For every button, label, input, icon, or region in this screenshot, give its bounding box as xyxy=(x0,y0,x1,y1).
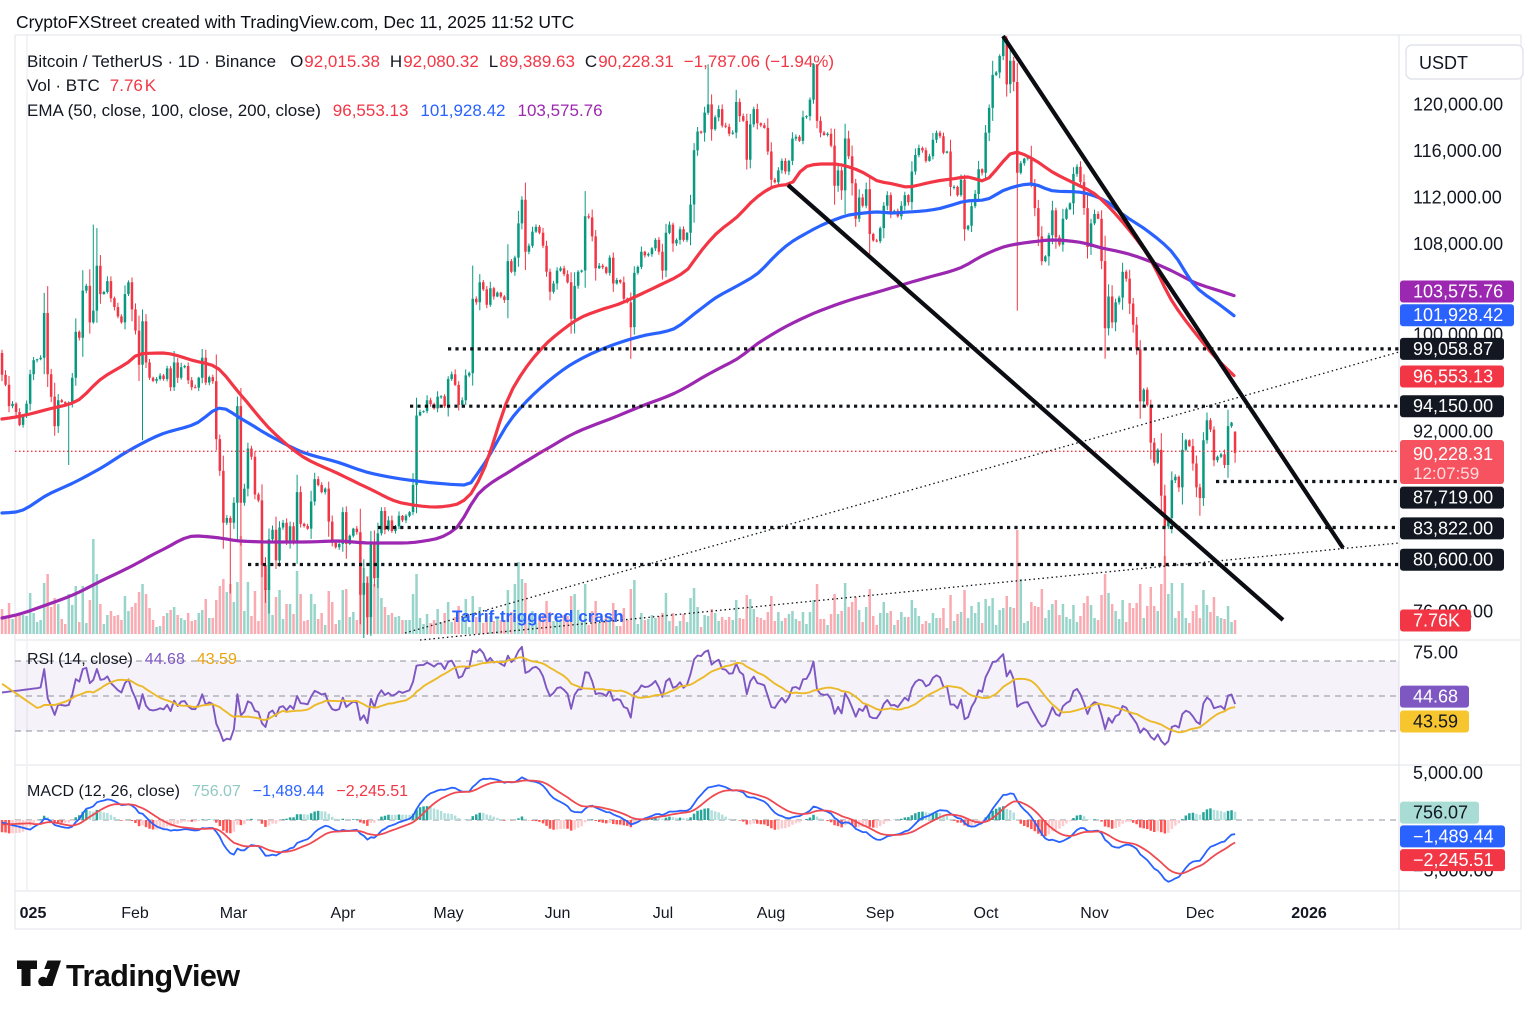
svg-text:Bitcoin / TetherUS · 1D · Bina: Bitcoin / TetherUS · 1D · Binance xyxy=(27,52,276,71)
svg-text:Jun: Jun xyxy=(545,905,571,922)
svg-text:99,058.87: 99,058.87 xyxy=(1413,339,1493,359)
svg-text:92,000.00: 92,000.00 xyxy=(1413,422,1493,442)
svg-text:756.07: 756.07 xyxy=(192,783,241,800)
svg-text:7.76K: 7.76K xyxy=(1413,611,1460,631)
svg-text:103,575.76: 103,575.76 xyxy=(518,101,603,120)
svg-text:92,015.38: 92,015.38 xyxy=(304,52,380,71)
svg-text:756.07: 756.07 xyxy=(1413,803,1468,823)
svg-text:−2,245.51: −2,245.51 xyxy=(336,783,408,800)
svg-text:O: O xyxy=(290,52,303,71)
svg-text:Vol · BTC: Vol · BTC xyxy=(27,76,100,95)
svg-text:43.59: 43.59 xyxy=(197,651,237,668)
svg-text:83,822.00: 83,822.00 xyxy=(1413,518,1493,538)
svg-text:90,228.31: 90,228.31 xyxy=(1413,444,1493,464)
svg-text:Nov: Nov xyxy=(1080,905,1108,922)
svg-text:89,389.63: 89,389.63 xyxy=(499,52,575,71)
svg-text:116,000.00: 116,000.00 xyxy=(1413,141,1502,161)
svg-text:USDT: USDT xyxy=(1419,53,1468,73)
svg-text:−2,245.51: −2,245.51 xyxy=(1413,850,1494,870)
svg-text:101,928.42: 101,928.42 xyxy=(1413,305,1503,325)
svg-text:44.68: 44.68 xyxy=(145,651,185,668)
svg-text:Feb: Feb xyxy=(121,905,149,922)
svg-text:K: K xyxy=(145,76,157,95)
svg-text:90,228.31: 90,228.31 xyxy=(598,52,674,71)
svg-text:Mar: Mar xyxy=(220,905,248,922)
svg-text:Apr: Apr xyxy=(331,905,357,922)
svg-text:2026: 2026 xyxy=(1291,905,1327,922)
svg-text:5,000.00: 5,000.00 xyxy=(1413,763,1483,783)
svg-text:80,600.00: 80,600.00 xyxy=(1413,550,1493,570)
svg-text:CryptoFXStreet created with Tr: CryptoFXStreet created with TradingView.… xyxy=(16,12,574,32)
svg-text:96,553.13: 96,553.13 xyxy=(1413,367,1493,387)
svg-text:101,928.42: 101,928.42 xyxy=(420,101,505,120)
svg-text:Sep: Sep xyxy=(866,905,895,922)
svg-text:43.59: 43.59 xyxy=(1413,712,1458,732)
svg-text:44.68: 44.68 xyxy=(1413,687,1458,707)
svg-text:92,080.32: 92,080.32 xyxy=(403,52,479,71)
svg-text:025: 025 xyxy=(20,905,47,922)
svg-text:96,553.13: 96,553.13 xyxy=(333,101,409,120)
svg-text:EMA (50, close, 100, close, 20: EMA (50, close, 100, close, 200, close) xyxy=(27,101,321,120)
svg-text:C: C xyxy=(585,52,597,71)
svg-text:MACD (12, 26, close): MACD (12, 26, close) xyxy=(27,783,180,800)
svg-text:Oct: Oct xyxy=(974,905,999,922)
svg-text:87,719.00: 87,719.00 xyxy=(1413,488,1493,508)
svg-text:Dec: Dec xyxy=(1186,905,1214,922)
svg-text:RSI (14, close): RSI (14, close) xyxy=(27,651,133,668)
svg-text:12:07:59: 12:07:59 xyxy=(1413,464,1479,483)
svg-text:H: H xyxy=(390,52,402,71)
svg-text:112,000.00: 112,000.00 xyxy=(1413,188,1502,208)
svg-text:−1,489.44: −1,489.44 xyxy=(1413,826,1494,846)
svg-text:103,575.76: 103,575.76 xyxy=(1413,282,1503,302)
svg-text:Jul: Jul xyxy=(653,905,673,922)
svg-text:Aug: Aug xyxy=(757,905,785,922)
svg-text:May: May xyxy=(433,905,463,922)
svg-text:TradingView: TradingView xyxy=(66,959,240,993)
svg-text:120,000.00: 120,000.00 xyxy=(1413,95,1503,115)
svg-text:108,000.00: 108,000.00 xyxy=(1413,234,1503,254)
svg-text:−1,489.44: −1,489.44 xyxy=(253,783,325,800)
svg-text:75.00: 75.00 xyxy=(1413,643,1458,663)
svg-text:L: L xyxy=(489,52,498,71)
svg-text:−1,787.06 (−1.94%): −1,787.06 (−1.94%) xyxy=(684,52,834,71)
svg-text:7.76: 7.76 xyxy=(110,76,143,95)
svg-text:Tarrif-triggered crash: Tarrif-triggered crash xyxy=(452,607,624,626)
svg-text:94,150.00: 94,150.00 xyxy=(1413,396,1493,416)
